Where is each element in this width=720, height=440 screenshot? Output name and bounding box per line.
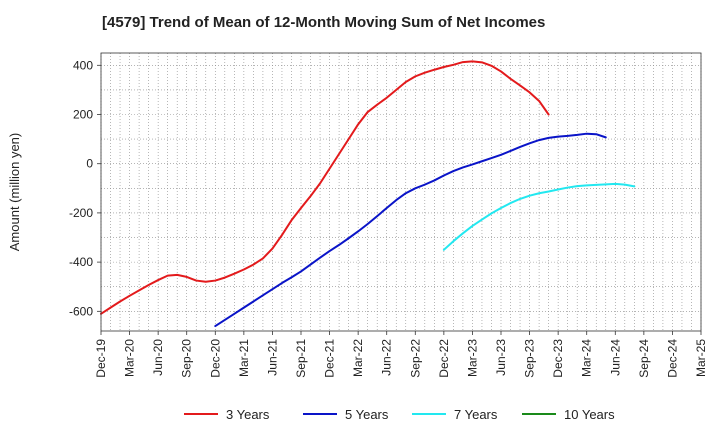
x-tick-label: Jun-20 bbox=[151, 339, 165, 376]
x-tick-label: Jun-22 bbox=[380, 339, 394, 376]
y-axis-title: Amount (million yen) bbox=[7, 133, 22, 252]
legend-label-3: 7 Years bbox=[454, 407, 498, 422]
y-tick-label: 400 bbox=[73, 58, 93, 72]
chart-title: [4579] Trend of Mean of 12-Month Moving … bbox=[102, 14, 546, 31]
series-line-3 bbox=[442, 182, 636, 251]
x-tick-label: Mar-21 bbox=[237, 339, 251, 377]
x-tick-label: Mar-22 bbox=[351, 339, 365, 377]
x-tick-label: Mar-20 bbox=[123, 339, 137, 377]
y-tick-label: -400 bbox=[69, 255, 93, 269]
series-line-2 bbox=[214, 132, 607, 328]
x-tick-label: Jun-21 bbox=[265, 339, 279, 376]
legend-label-1: 3 Years bbox=[226, 407, 270, 422]
series-line-1 bbox=[100, 60, 550, 315]
y-tick-label: 200 bbox=[73, 108, 93, 122]
x-tick-label: Sep-22 bbox=[408, 339, 422, 378]
x-tick-label: Jun-23 bbox=[494, 339, 508, 376]
x-tick-label: Dec-20 bbox=[208, 339, 222, 378]
x-tick-label: Jun-24 bbox=[608, 339, 622, 376]
legend-label-2: 5 Years bbox=[345, 407, 389, 422]
x-tick-label: Dec-24 bbox=[665, 339, 679, 378]
plot-area bbox=[101, 53, 701, 331]
y-tick-label: -600 bbox=[69, 304, 93, 318]
x-tick-label: Dec-22 bbox=[437, 339, 451, 378]
x-tick-label: Dec-21 bbox=[323, 339, 337, 378]
y-tick-label: 0 bbox=[86, 157, 93, 171]
y-tick-label: -200 bbox=[69, 206, 93, 220]
x-tick-label: Mar-24 bbox=[580, 339, 594, 377]
x-tick-label: Sep-24 bbox=[637, 339, 651, 378]
legend-label-4: 10 Years bbox=[564, 407, 615, 422]
x-tick-label: Mar-23 bbox=[465, 339, 479, 377]
x-tick-label: Sep-23 bbox=[523, 339, 537, 378]
x-tick-label: Dec-19 bbox=[94, 339, 108, 378]
x-tick-label: Dec-23 bbox=[551, 339, 565, 378]
x-tick-label: Sep-21 bbox=[294, 339, 308, 378]
x-tick-label: Sep-20 bbox=[180, 339, 194, 378]
x-tick-label: Mar-25 bbox=[694, 339, 708, 377]
plot-frame bbox=[100, 52, 702, 332]
